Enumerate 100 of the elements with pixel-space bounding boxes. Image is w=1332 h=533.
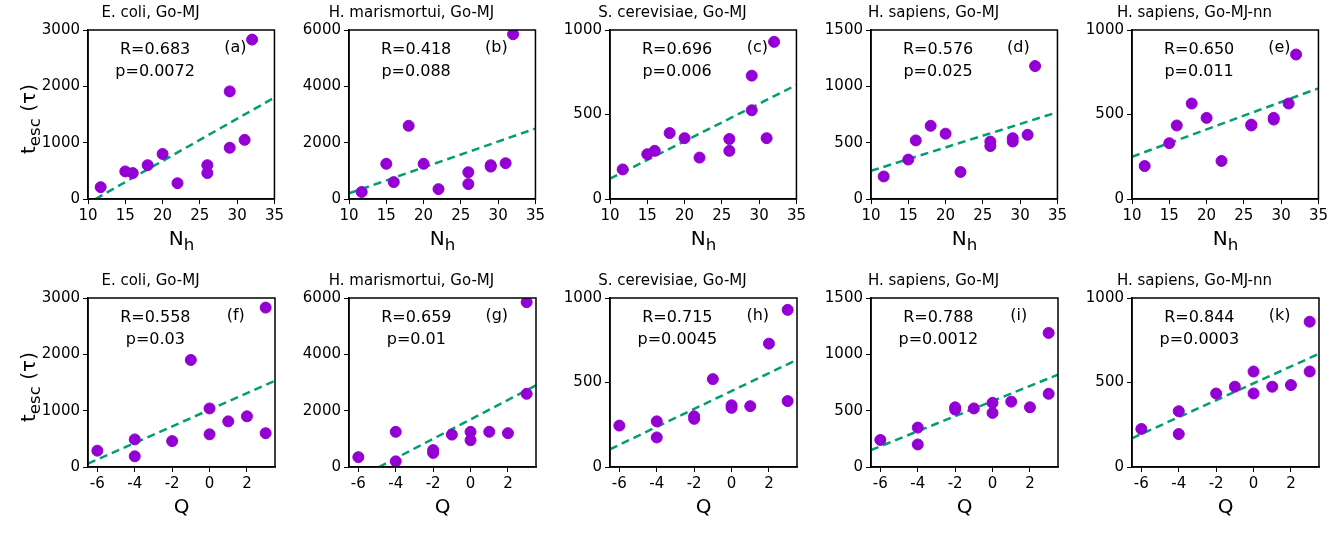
x-tick-label: 20 [414, 205, 434, 224]
annotation: R=0.659 [381, 307, 452, 327]
annotation: R=0.788 [903, 307, 974, 327]
x-tick-label: 0 [726, 473, 737, 492]
x-tick-label: -6 [1133, 473, 1149, 492]
x-tick-label: 15 [637, 205, 657, 224]
annotation: (e) [1268, 37, 1291, 57]
x-tick-label: 0 [1248, 473, 1259, 492]
x-tick-label: 25 [1234, 205, 1254, 224]
x-tick-label: 15 [376, 205, 396, 224]
y-tick-label: 500 [834, 132, 863, 151]
x-tick-label: -4 [127, 473, 143, 492]
x-axis-title: Q [1216, 494, 1235, 518]
x-tick-label: 20 [1197, 205, 1217, 224]
x-tick-label: -2 [1208, 473, 1224, 492]
x-tick-label: -4 [649, 473, 665, 492]
y-tick-label: 0 [331, 188, 341, 207]
x-tick-label: 25 [451, 205, 471, 224]
x-tick-label: 25 [190, 205, 210, 224]
chart-title: H. marismortui, Go-MJ [328, 270, 495, 289]
y-tick-label: 1000 [563, 19, 602, 38]
annotation: R=0.696 [641, 39, 713, 59]
annotation: (g) [485, 305, 509, 325]
y-tick-label: 1000 [1085, 19, 1124, 38]
annotation: (i) [1010, 305, 1028, 325]
x-tick-label: -4 [1171, 473, 1187, 492]
y-tick-label: 0 [1114, 456, 1124, 475]
annotation: R=0.576 [902, 39, 974, 59]
x-tick-label: -6 [350, 473, 366, 492]
x-tick-label: 10 [78, 205, 98, 224]
y-tick-label: 4000 [302, 76, 341, 95]
x-tick-label: 2 [503, 473, 513, 492]
x-tick-label: 35 [1308, 205, 1328, 224]
y-tick-label: 1000 [1085, 287, 1124, 306]
annotation: p=0.01 [386, 329, 446, 349]
chart-title: H. sapiens, Go-MJ [867, 270, 1000, 289]
y-tick-label: 6000 [302, 19, 341, 38]
y-tick-label: 0 [853, 188, 863, 207]
x-tick-label: -6 [872, 473, 888, 492]
x-tick-label: 15 [898, 205, 918, 224]
x-axis-title: N$_{h}$ [689, 226, 718, 254]
chart-title: S. cerevisiae, Go-MJ [598, 270, 747, 289]
x-tick-label: 30 [1271, 205, 1291, 224]
x-axis-title: N$_{h}$ [167, 226, 196, 254]
x-tick-label: -4 [910, 473, 926, 492]
y-tick-label: 0 [331, 456, 341, 475]
chart-title: H. sapiens, Go-MJ [867, 2, 1000, 21]
x-tick-label: 0 [465, 473, 476, 492]
y-tick-label: 0 [70, 188, 80, 207]
y-tick-label: 500 [573, 372, 602, 391]
chart-title: H. sapiens, Go-MJ-nn [1116, 2, 1273, 21]
y-tick-label: 0 [853, 456, 863, 475]
y-tick-label: 3000 [41, 19, 80, 38]
x-tick-label: 10 [339, 205, 359, 224]
x-axis-title: Q [955, 494, 974, 518]
chart-title: S. cerevisiae, Go-MJ [598, 2, 747, 21]
annotation: p=0.025 [903, 61, 973, 81]
chart-title: H. sapiens, Go-MJ-nn [1116, 270, 1273, 289]
annotation: p=0.0072 [115, 61, 195, 81]
x-tick-label: 2 [242, 473, 252, 492]
chart-title: E. coli, Go-MJ [101, 2, 200, 21]
x-axis-title: Q [694, 494, 713, 518]
y-tick-label: 1000 [41, 132, 80, 151]
x-axis-title: N$_{h}$ [1211, 226, 1240, 254]
y-tick-label: 1000 [41, 400, 80, 419]
x-tick-label: 25 [973, 205, 993, 224]
annotation: p=0.088 [381, 61, 451, 81]
annotation: (c) [746, 37, 768, 57]
x-tick-label: 2 [1025, 473, 1035, 492]
x-tick-label: -6 [611, 473, 627, 492]
annotation: p=0.0045 [637, 329, 718, 349]
annotation: (d) [1006, 37, 1030, 57]
x-tick-label: 30 [227, 205, 247, 224]
x-tick-label: 30 [488, 205, 508, 224]
y-tick-label: 1000 [563, 287, 602, 306]
x-tick-label: -2 [947, 473, 963, 492]
annotation: (b) [484, 37, 508, 57]
annotation: R=0.558 [120, 307, 191, 327]
x-axis-title: Q [172, 494, 191, 518]
y-tick-label: 500 [1095, 372, 1124, 391]
x-tick-label: 35 [264, 205, 284, 224]
x-tick-label: 30 [749, 205, 769, 224]
y-tick-label: 6000 [302, 287, 341, 306]
x-tick-label: -6 [89, 473, 105, 492]
annotation: (f) [226, 305, 245, 325]
annotation: p=0.0012 [898, 329, 979, 349]
x-tick-label: 0 [204, 473, 215, 492]
y-tick-label: 2000 [302, 132, 341, 151]
annotation: R=0.683 [119, 39, 191, 59]
x-tick-label: 2 [764, 473, 774, 492]
x-axis-title: N$_{h}$ [950, 226, 979, 254]
x-tick-label: 25 [712, 205, 732, 224]
annotation: p=0.006 [642, 61, 712, 81]
x-tick-label: 15 [1159, 205, 1179, 224]
y-tick-label: 0 [592, 188, 602, 207]
x-axis-title: N$_{h}$ [428, 226, 457, 254]
x-axis-title: Q [433, 494, 452, 518]
y-tick-label: 1500 [824, 19, 863, 38]
chart-title: H. marismortui, Go-MJ [328, 2, 495, 21]
y-tick-label: 1500 [824, 287, 863, 306]
